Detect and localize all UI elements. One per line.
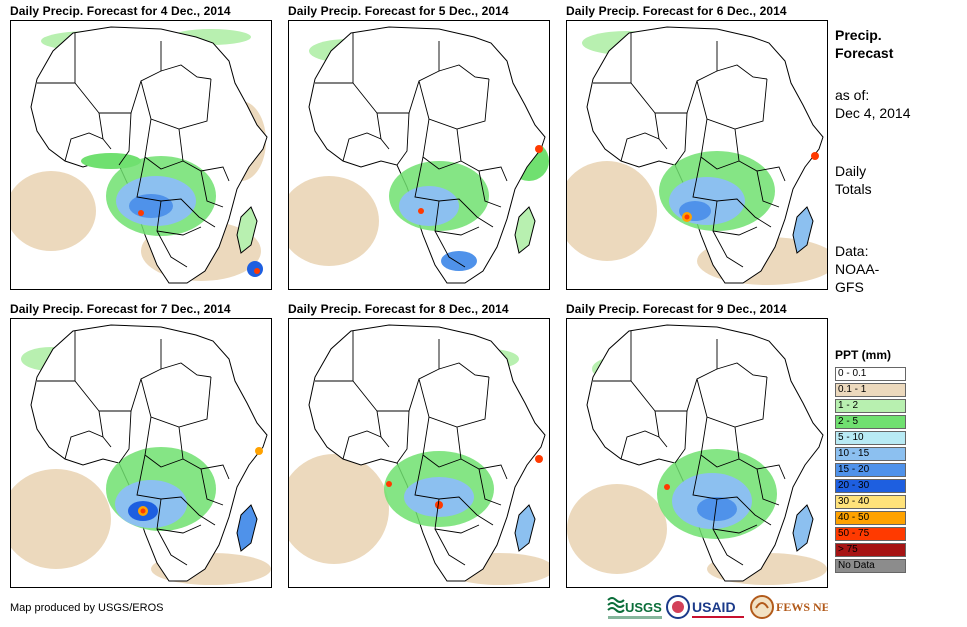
legend-label: 1 - 2: [838, 400, 859, 411]
map-svg: [567, 26, 827, 285]
legend-item: 1 - 2: [835, 398, 945, 414]
legend-swatch: [835, 479, 906, 493]
legend-swatch: [835, 415, 906, 429]
precip-over-land: [384, 451, 494, 527]
panel-title: Daily Precip. Forecast for 7 Dec., 2014: [10, 302, 231, 316]
usaid-text: USAID: [692, 599, 736, 615]
legend-swatch: [835, 495, 906, 509]
legend-label: 5 - 10: [838, 432, 864, 443]
legend-label: 2 - 5: [838, 416, 859, 427]
legend-label: 0 - 0.1: [838, 368, 867, 379]
precip-over-land: [106, 447, 216, 531]
legend-swatch: [835, 367, 906, 381]
map-svg: [289, 324, 549, 585]
as-of-date: Dec 4, 2014: [835, 105, 911, 121]
map-svg: [567, 324, 827, 585]
fewsnet-logo: FEWS NET: [750, 594, 838, 622]
usgs-text: USGS: [625, 600, 662, 615]
legend-swatch: [835, 383, 906, 397]
panel-title: Daily Precip. Forecast for 5 Dec., 2014: [288, 4, 509, 18]
legend-label: 15 - 20: [838, 464, 870, 475]
legend-item: 5 - 10: [835, 430, 945, 446]
map-svg: [289, 26, 549, 284]
legend-title: PPT (mm): [835, 348, 892, 362]
precip-over-land: [659, 151, 775, 231]
totals-line-1: Daily: [835, 163, 867, 179]
usaid-logo: USAID: [666, 594, 748, 622]
legend-item: 20 - 30: [835, 478, 945, 494]
panel-title: Daily Precip. Forecast for 4 Dec., 2014: [10, 4, 231, 18]
legend-item: 0 - 0.1: [835, 366, 945, 382]
legend-swatch: [835, 543, 906, 557]
precip-map: [288, 318, 550, 588]
legend-item: 0.1 - 1: [835, 382, 945, 398]
as-of-label: as of:: [835, 87, 870, 103]
panel-title: Daily Precip. Forecast for 9 Dec., 2014: [566, 302, 787, 316]
legend-swatch: [835, 399, 906, 413]
precip-over-land: [389, 161, 489, 271]
usgs-logo: USGS: [606, 594, 664, 622]
legend-label: 20 - 30: [838, 480, 870, 491]
data-source-line-1: Data:: [835, 243, 869, 259]
legend-swatch: [835, 511, 906, 525]
legend-label: 50 - 75: [838, 528, 870, 539]
panel-title: Daily Precip. Forecast for 8 Dec., 2014: [288, 302, 509, 316]
precip-over-land: [81, 153, 216, 236]
legend-swatch: [835, 463, 906, 477]
legend-swatch: [835, 527, 906, 541]
precip-map: [10, 318, 272, 588]
legend-label: 0.1 - 1: [838, 384, 867, 395]
legend-swatch: [835, 559, 906, 573]
legend-swatch: [835, 431, 906, 445]
sidebar-heading-2: Forecast: [835, 45, 894, 61]
legend-label: 30 - 40: [838, 496, 870, 507]
logo-strip: USGS USAID FEWS NET: [606, 594, 838, 622]
panel-title: Daily Precip. Forecast for 6 Dec., 2014: [566, 4, 787, 18]
legend: 0 - 0.1 0.1 - 1 1 - 2 2 - 5 5 - 10 10 - …: [835, 366, 945, 574]
map-svg: [11, 26, 268, 284]
sidebar-heading-1: Precip.: [835, 27, 882, 43]
precip-map: [10, 20, 272, 290]
data-source-line-3: GFS: [835, 279, 864, 295]
legend-item: 30 - 40: [835, 494, 945, 510]
precip-map: [288, 20, 550, 290]
legend-item: 40 - 50: [835, 510, 945, 526]
map-credit: Map produced by USGS/EROS: [10, 602, 164, 614]
legend-item: No Data: [835, 558, 945, 574]
legend-item: 50 - 75: [835, 526, 945, 542]
data-source-line-2: NOAA-: [835, 261, 880, 277]
legend-item: 2 - 5: [835, 414, 945, 430]
legend-label: No Data: [838, 560, 875, 571]
legend-label: > 75: [838, 544, 858, 555]
precip-map: [566, 318, 828, 588]
legend-label: 10 - 15: [838, 448, 870, 459]
legend-swatch: [835, 447, 906, 461]
legend-item: 15 - 20: [835, 462, 945, 478]
legend-label: 40 - 50: [838, 512, 870, 523]
legend-item: > 75: [835, 542, 945, 558]
totals-line-2: Totals: [835, 181, 872, 197]
map-svg: [11, 324, 271, 585]
legend-item: 10 - 15: [835, 446, 945, 462]
precip-map: [566, 20, 828, 290]
precip-over-land: [657, 449, 777, 539]
fewsnet-text: FEWS NET: [776, 600, 828, 614]
